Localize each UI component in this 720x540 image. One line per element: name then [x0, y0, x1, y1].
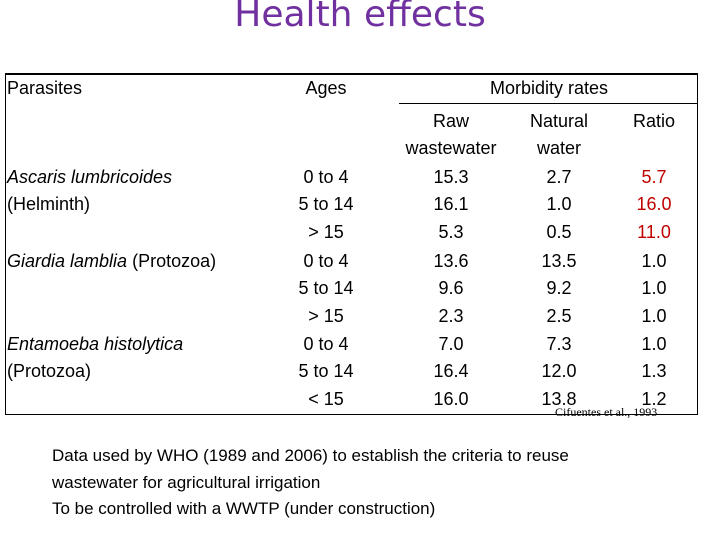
cell-ratio: 1.0 — [641, 306, 667, 326]
cell-raw: 2.3 — [438, 306, 464, 326]
page-title: Health effects — [234, 0, 486, 35]
cell-natural: 13.8 — [541, 389, 577, 409]
parasite-name: Giardia lamblia — [7, 251, 128, 271]
cell-ratio: 1.0 — [641, 251, 667, 271]
cell-raw: 9.6 — [438, 278, 464, 298]
footer-text: Data used by WHO (1989 and 2006) to esta… — [52, 443, 569, 523]
cell-age: > 15 — [308, 222, 344, 242]
cell-raw: 16.4 — [433, 361, 469, 381]
cell-age: 5 to 14 — [298, 278, 354, 298]
data-table — [5, 73, 698, 415]
cell-ratio: 1.2 — [641, 389, 667, 409]
cell-raw: 13.6 — [433, 251, 469, 271]
parasite-group: (Protozoa) — [132, 251, 217, 271]
cell-natural: 13.5 — [541, 251, 577, 271]
footer-line2: wastewater for agricultural irrigation — [52, 472, 321, 492]
cell-age: 0 to 4 — [303, 167, 349, 187]
parasite-group: (Helminth) — [7, 194, 91, 214]
parasite-giardia: Giardia lamblia (Protozoa) — [7, 248, 216, 275]
header-ages: Ages — [305, 78, 347, 98]
parasite-ascaris: Ascaris lumbricoides (Helminth) — [7, 164, 172, 218]
parasite-name: Ascaris lumbricoides — [7, 167, 173, 187]
cell-ratio: 1.0 — [641, 334, 667, 354]
cell-ratio: 1.0 — [641, 278, 667, 298]
footer-line1: Data used by WHO (1989 and 2006) to esta… — [52, 446, 569, 465]
header-raw: Raw wastewater — [395, 108, 507, 162]
parasite-name: Entamoeba histolytica — [7, 334, 184, 354]
cell-raw: 16.0 — [433, 389, 469, 409]
header-natural-line1: Natural — [529, 111, 589, 131]
cell-natural: 9.2 — [546, 278, 572, 298]
parasite-group: (Protozoa) — [7, 361, 92, 381]
header-parasites: Parasites — [7, 78, 83, 98]
cell-natural: 7.3 — [546, 334, 572, 354]
cell-age: 0 to 4 — [303, 334, 349, 354]
cell-natural: 1.0 — [546, 194, 572, 214]
cell-age: 0 to 4 — [303, 251, 349, 271]
cell-age: 5 to 14 — [298, 194, 354, 214]
cell-ratio: 1.3 — [641, 361, 667, 381]
cell-natural: 2.7 — [546, 167, 572, 187]
parasite-entamoeba: Entamoeba histolytica (Protozoa) — [7, 331, 183, 385]
header-natural-line2: water — [536, 138, 581, 158]
header-raw-line1: Raw — [432, 111, 469, 131]
header-raw-line2: wastewater — [405, 138, 497, 158]
cell-age: < 15 — [308, 389, 344, 409]
cell-raw: 16.1 — [433, 194, 469, 214]
header-morbidity: Morbidity rates — [489, 78, 609, 98]
cell-natural: 12.0 — [541, 361, 577, 381]
citation: Cifuentes et al., 1993 — [555, 405, 658, 419]
footer-line3: To be controlled with a WWTP (under cons… — [52, 499, 436, 518]
header-divider — [399, 103, 698, 104]
cell-ratio: 5.7 — [641, 167, 667, 187]
cell-age: > 15 — [308, 306, 344, 326]
cell-raw: 7.0 — [438, 334, 464, 354]
cell-raw: 5.3 — [438, 222, 464, 242]
cell-natural: 2.5 — [546, 306, 572, 326]
cell-ratio: 11.0 — [637, 222, 671, 242]
header-natural: Natural water — [503, 108, 615, 162]
cell-ratio: 16.0 — [636, 194, 672, 214]
cell-age: 5 to 14 — [298, 361, 354, 381]
cell-raw: 15.3 — [433, 167, 469, 187]
header-ratio: Ratio — [632, 111, 676, 131]
cell-natural: 0.5 — [546, 222, 572, 242]
